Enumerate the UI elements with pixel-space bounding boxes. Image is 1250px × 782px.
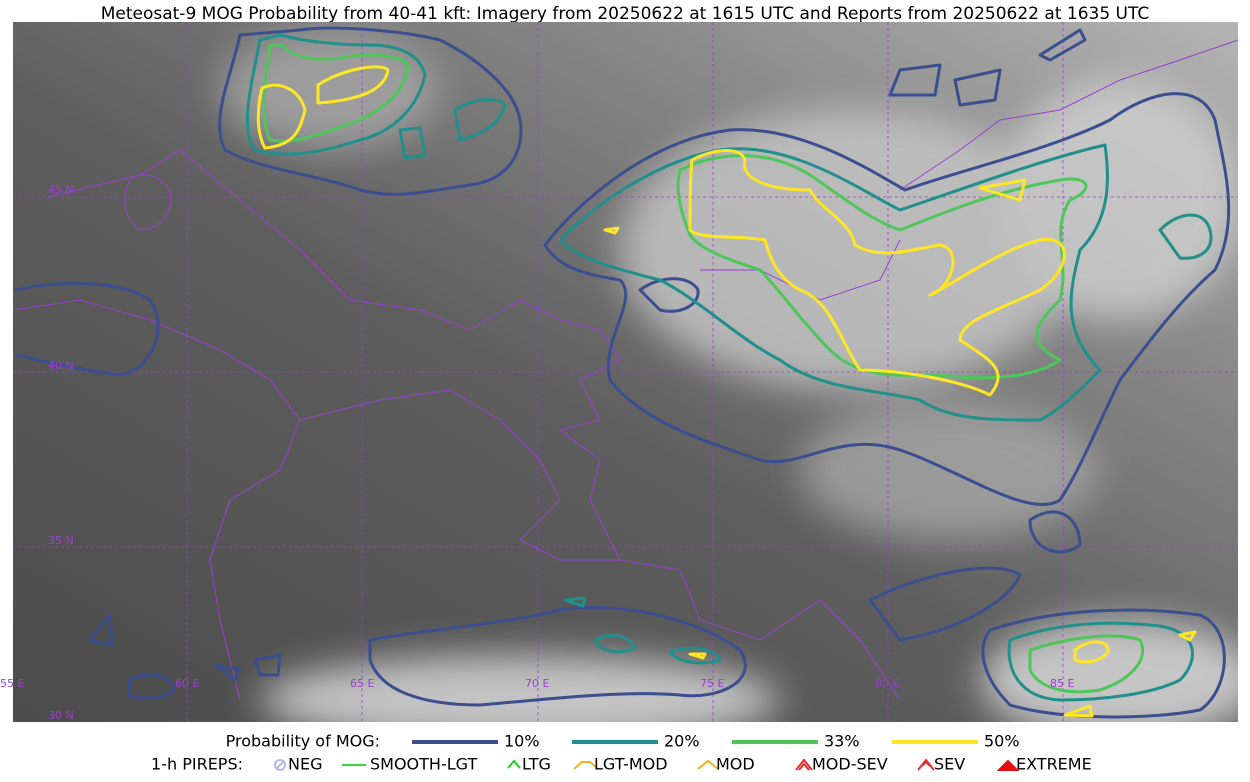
lon-label: 70 E (525, 677, 549, 690)
lon-label: 85 E (1050, 677, 1074, 690)
legend-label: EXTREME (1016, 755, 1092, 774)
legend-label: 33% (824, 732, 860, 751)
legend-symbol (996, 759, 1020, 771)
legend-label: LTG (522, 755, 551, 774)
borders (13, 39, 1238, 701)
legend-symbol (274, 759, 286, 772)
legend-symbol (917, 758, 935, 771)
legend-label: MOD (716, 755, 755, 774)
coordinate-labels: 45 N 40 N 35 N 30 N 55 E 60 E 65 E 70 E … (0, 183, 1074, 722)
lon-label: 55 E (0, 677, 24, 690)
legend-symbol (697, 759, 719, 770)
lat-label: 40 N (48, 359, 74, 372)
title: Meteosat-9 MOG Probability from 40-41 kf… (101, 4, 1150, 24)
lon-label: 65 E (350, 677, 374, 690)
lat-label: 35 N (48, 534, 74, 547)
legend-label: 50% (984, 732, 1020, 751)
legend-label: 10% (504, 732, 540, 751)
legend-label: LGT-MOD (594, 755, 668, 774)
legend-symbol (573, 761, 599, 770)
legend-label: SMOOTH-LGT (370, 755, 477, 774)
legend: Probability of MOG: 1-h PIREPS: 10% 20% 33… (151, 732, 1092, 774)
legend-label: 20% (664, 732, 700, 751)
contours (14, 26, 1231, 719)
map (13, 22, 1238, 722)
legend-label: MOD-SEV (812, 755, 888, 774)
lon-label: 75 E (700, 677, 724, 690)
lon-label: 60 E (175, 677, 199, 690)
legend-title: 1-h PIREPS: (151, 755, 243, 774)
legend-label: SEV (934, 755, 965, 774)
lat-label: 30 N (48, 709, 74, 722)
lon-label: 80 E (875, 677, 899, 690)
legend-title: Probability of MOG: (226, 732, 380, 751)
legend-symbol (795, 758, 813, 771)
lat-label: 45 N (48, 183, 74, 196)
legend-symbol (507, 759, 521, 769)
legend-label: NEG (288, 755, 322, 774)
